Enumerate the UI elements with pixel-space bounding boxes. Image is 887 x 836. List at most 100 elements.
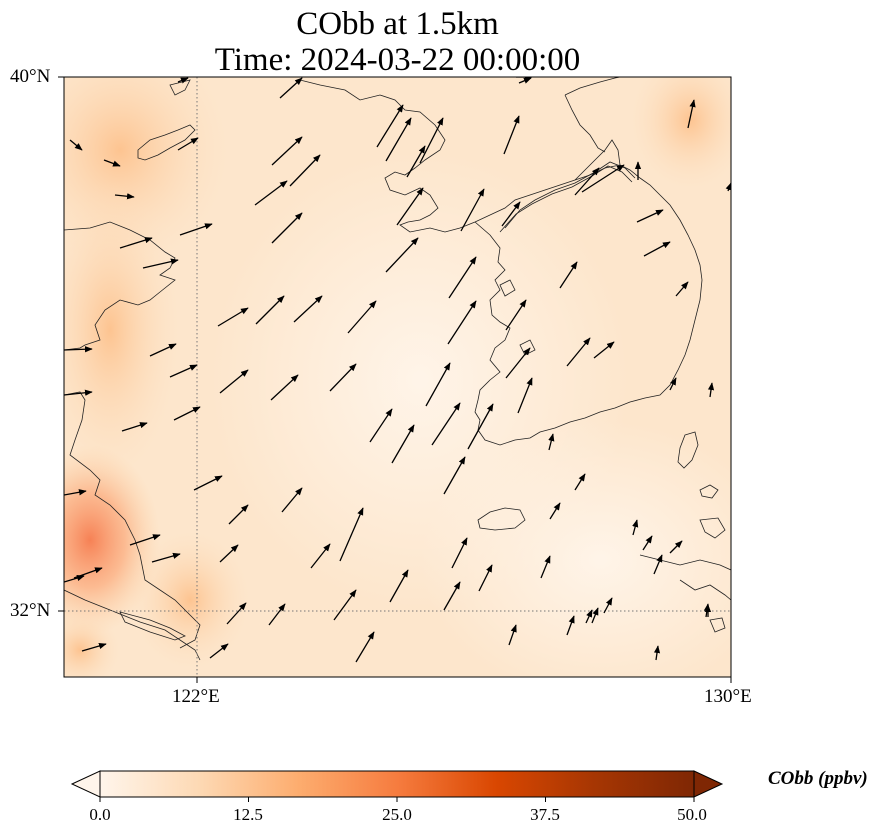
colorbar-tick-1: 12.5 [233, 805, 263, 824]
colorbar-min-extend [70, 770, 101, 798]
wind-arrow [448, 256, 477, 299]
wind-arrow [103, 159, 121, 167]
wind-arrow [271, 212, 303, 244]
wind-arrow [119, 237, 153, 249]
axis-ticks [58, 76, 732, 683]
wind-arrow [517, 377, 533, 414]
wind-arrow [707, 382, 715, 398]
wind-arrow [642, 535, 653, 551]
wind-arrow [355, 631, 375, 663]
wind-arrow [217, 307, 249, 327]
wind-arrow [501, 201, 521, 227]
wind-arrow [173, 406, 201, 421]
wind-arrow [581, 164, 625, 193]
wind-arrow [385, 117, 412, 162]
wind-arrow [219, 369, 249, 394]
wind-arrow [376, 104, 404, 148]
coastlines [64, 77, 731, 661]
wind-arrow [505, 347, 531, 379]
map-title-line2: Time: 2024-03-22 00:00:00 [214, 42, 581, 78]
wind-arrow [540, 555, 551, 579]
wind-arrow [669, 377, 677, 391]
wind-arrow [443, 456, 466, 495]
wind-arrow [69, 139, 83, 151]
wind-arrow [549, 502, 561, 520]
wind-arrow [333, 589, 357, 621]
wind-arrow [566, 337, 591, 367]
wind-arrow [508, 624, 517, 646]
colorbar-tick-2: 25.0 [382, 805, 412, 824]
wind-arrow [574, 473, 586, 491]
wind-arrow [591, 607, 599, 624]
wind-arrow [255, 295, 285, 325]
wind-arrow [193, 475, 223, 491]
wind-arrow [478, 564, 493, 592]
wind-arrow [151, 552, 181, 563]
lon-label-122e: 122°E [172, 686, 220, 707]
wind-arrow [64, 389, 93, 396]
wind-arrow [169, 364, 198, 378]
wind-arrow [226, 602, 247, 625]
wind-arrow [687, 99, 696, 129]
wind-arrow [254, 180, 288, 206]
wind-arrow [81, 642, 107, 652]
wind-arrow [460, 188, 485, 232]
lat-label-40n: 40°N [10, 66, 51, 87]
wind-arrow [574, 167, 600, 196]
wind-arrow [347, 300, 377, 334]
colorbar-tick-4: 50.0 [677, 805, 707, 824]
colorbar-tick-3: 37.5 [530, 805, 560, 824]
colorbar-ticks [99, 797, 695, 802]
wind-arrow [425, 362, 451, 407]
wind-arrow [548, 433, 555, 451]
wind-arrow [289, 154, 321, 187]
wind-arrow [329, 363, 357, 392]
wind-arrow [279, 77, 303, 99]
wind-vectors [64, 77, 731, 663]
wind-arrow [518, 77, 532, 84]
wind-arrow [310, 543, 331, 569]
map-frame [63, 76, 732, 678]
wind-arrow [64, 489, 87, 496]
wind-arrow [271, 136, 303, 166]
wind-arrow [603, 597, 613, 614]
wind-arrow [653, 645, 661, 661]
wind-arrow [406, 145, 426, 178]
wind-arrow [703, 603, 711, 618]
wind-arrow [293, 295, 323, 323]
wind-arrow [396, 187, 424, 226]
wind-arrow [669, 540, 683, 554]
colorbar-max-extend [693, 770, 724, 798]
wind-arrow [419, 117, 444, 164]
wind-arrow [114, 193, 135, 200]
wind-arrow [636, 209, 664, 223]
wind-arrow [268, 603, 286, 626]
wind-arrow [149, 343, 177, 357]
wind-arrow [142, 258, 179, 269]
map-title-line1: CObb at 1.5km [296, 6, 499, 42]
wind-arrow [585, 609, 593, 624]
wind-arrow [505, 299, 527, 331]
map-panel [58, 76, 732, 683]
wind-arrow [121, 422, 148, 432]
colorbar-tick-0: 0.0 [89, 805, 111, 824]
wind-arrow [503, 115, 520, 155]
concentration-field [64, 77, 731, 677]
wind-arrow [177, 137, 199, 151]
wind-arrow [64, 346, 93, 353]
wind-arrow [339, 507, 364, 562]
wind-arrow [643, 241, 671, 257]
wind-arrow [675, 281, 689, 297]
wind-arrow [389, 569, 409, 603]
wind-arrow [467, 403, 494, 450]
wind-arrow [281, 487, 303, 513]
colorbar-bar [99, 770, 695, 798]
wind-arrow [179, 223, 213, 236]
colorbar-label: CObb (ppbv) [768, 768, 868, 789]
lat-label-32n: 32°N [10, 600, 51, 621]
wind-arrow [219, 544, 239, 563]
wind-arrow [451, 537, 468, 569]
wind-arrow [64, 575, 85, 583]
gridlines [64, 77, 731, 677]
wind-arrow [593, 341, 615, 359]
